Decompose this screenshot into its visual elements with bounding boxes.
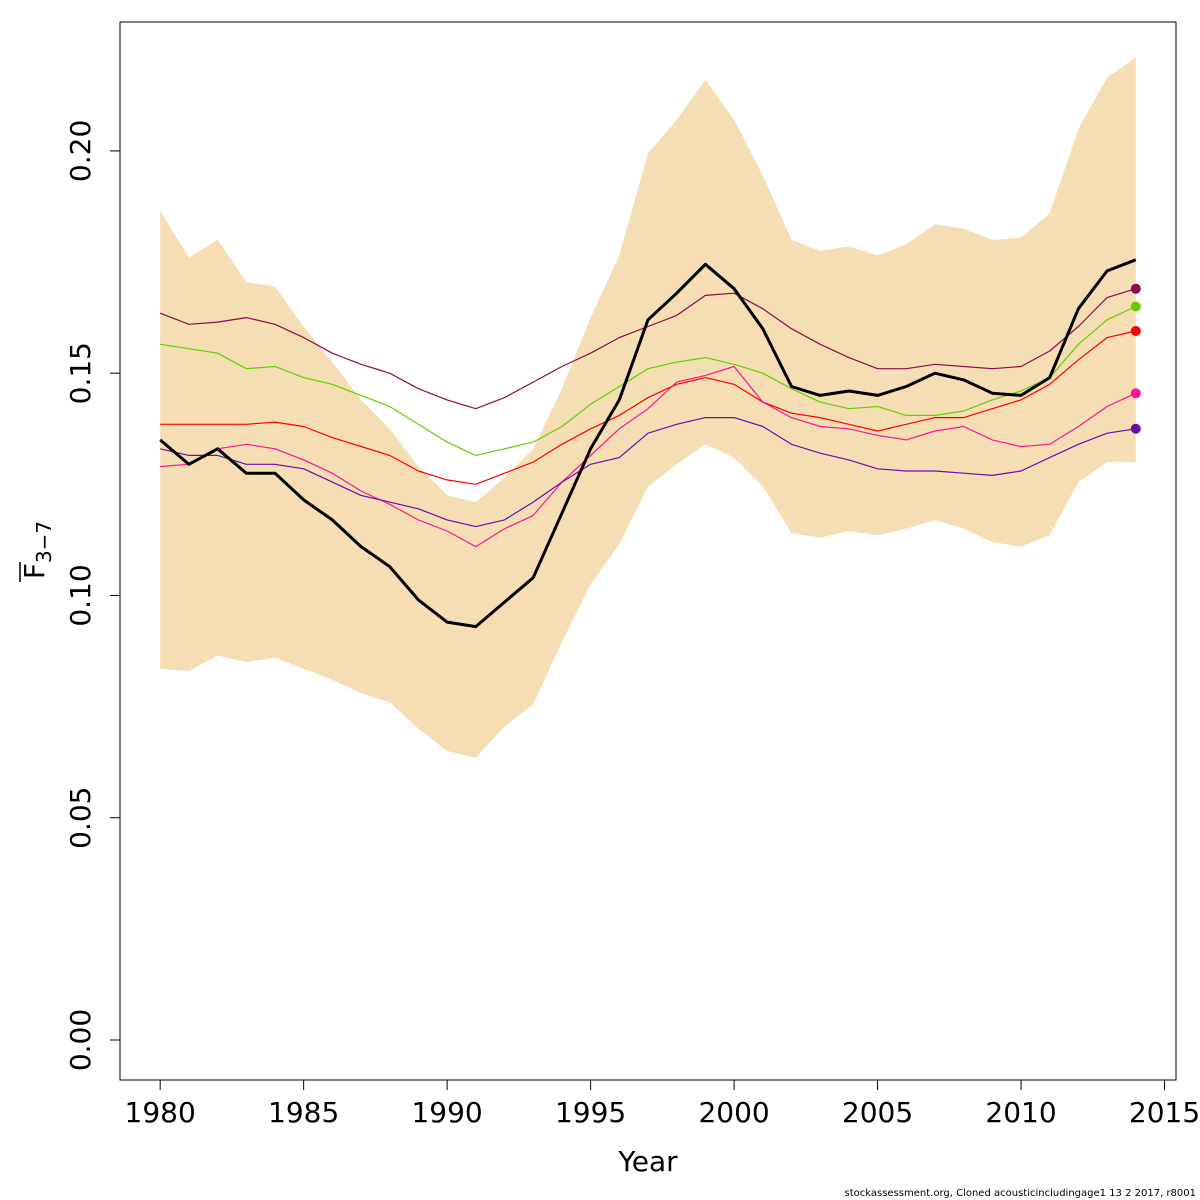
- confidence-band-layer: [160, 57, 1136, 758]
- series-end-marker-5: [1130, 388, 1141, 399]
- series-lines-layer: [159, 258, 1137, 629]
- y-tick-label: 0.20: [64, 120, 97, 182]
- series-line-2: [159, 288, 1136, 410]
- y-axis: 0.00 0.05 0.10 0.15 0.20: [64, 120, 121, 1071]
- end-markers-layer: [1130, 283, 1141, 434]
- y-tick-label: 0.05: [64, 787, 97, 849]
- svg-text:F3−7: F3−7: [18, 521, 56, 579]
- x-tick-label: 1985: [268, 1096, 339, 1129]
- footer-credit: stockassessment.org, Cloned acousticincl…: [845, 1188, 1196, 1199]
- x-tick-label: 2015: [1129, 1096, 1200, 1129]
- y-axis-title-main: F: [18, 563, 51, 579]
- y-axis-title-subscript: 3−7: [32, 521, 56, 563]
- series-line-1: [159, 258, 1137, 629]
- y-tick-label: 0.10: [64, 564, 97, 626]
- series-end-marker-2: [1130, 283, 1141, 294]
- series-end-marker-3: [1130, 301, 1141, 312]
- series-line-3: [160, 305, 1137, 456]
- x-tick-label: 1980: [125, 1096, 196, 1129]
- x-axis: 1980 1985 1990 1995 2000 2005 2010 2015: [125, 1079, 1200, 1129]
- series-end-marker-6: [1130, 423, 1141, 434]
- confidence-band: [160, 57, 1136, 758]
- y-axis-title: F3−7: [18, 521, 56, 582]
- x-tick-label: 1995: [555, 1096, 626, 1129]
- x-axis-title: Year: [617, 1145, 678, 1178]
- x-tick-label: 2005: [842, 1096, 913, 1129]
- series-end-marker-4: [1130, 325, 1141, 336]
- series-line-5: [160, 365, 1137, 548]
- x-tick-label: 2010: [985, 1096, 1056, 1129]
- y-tick-label: 0.15: [64, 342, 97, 404]
- y-tick-label: 0.00: [64, 1009, 97, 1071]
- x-tick-label: 2000: [698, 1096, 769, 1129]
- series-line-6: [160, 417, 1136, 528]
- series-line-4: [160, 330, 1136, 485]
- x-tick-label: 1990: [411, 1096, 482, 1129]
